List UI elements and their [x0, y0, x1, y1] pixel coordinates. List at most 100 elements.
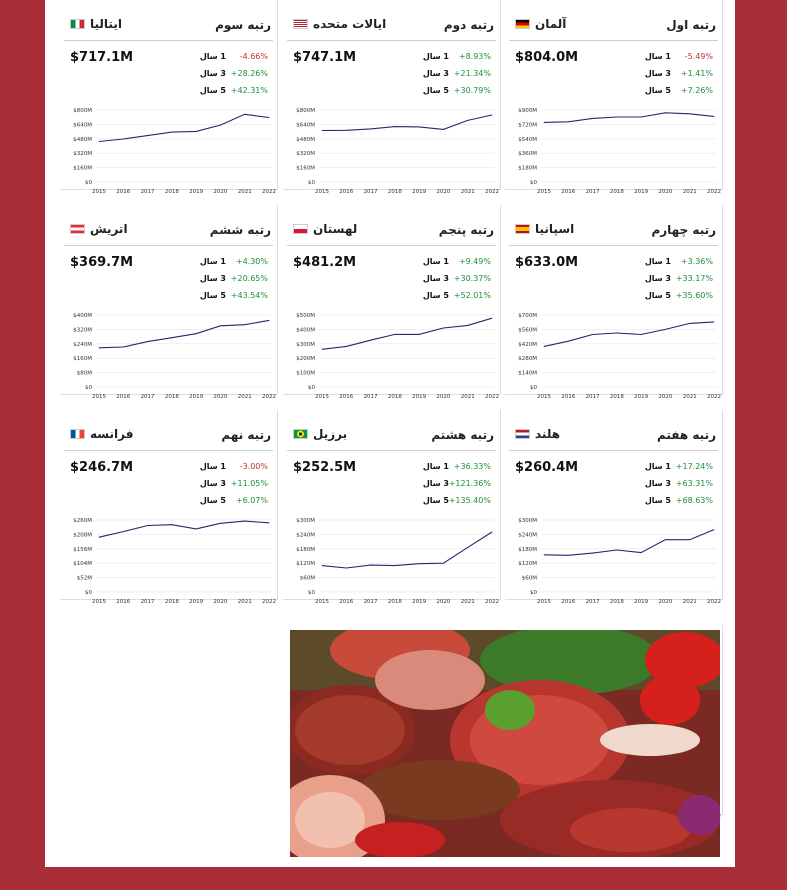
x-tick-label: 2015 — [537, 599, 551, 605]
change-percent: +35.60% — [675, 291, 713, 300]
x-tick-label: 2022 — [485, 189, 499, 195]
y-tick-label: $160M — [296, 166, 315, 172]
y-tick-label: $60M — [300, 576, 315, 582]
data-point — [640, 116, 642, 118]
data-point — [567, 554, 569, 556]
data-point — [171, 131, 173, 133]
x-tick-label: 2020 — [436, 599, 450, 605]
change-percent: +43.54% — [230, 291, 268, 300]
data-point — [122, 531, 124, 532]
country-card: رتبه پنجم لهستان $481.2M 1 سال +9.49% 3 سال +3… — [283, 205, 501, 400]
rank-label: رتبه هشتم — [431, 428, 494, 442]
y-tick-label: $120M — [296, 561, 315, 567]
data-point — [616, 332, 618, 334]
country-card: رتبه سوم ایتالیا $717.1M 1 سال -4.66% 3 سال +2… — [60, 0, 278, 195]
y-tick-label: $400M — [73, 313, 92, 319]
country-label: اسپانیا — [535, 222, 575, 236]
y-tick-label: $0 — [85, 385, 92, 391]
card-divider — [509, 450, 718, 451]
data-point — [592, 118, 593, 119]
change-percent: +30.79% — [453, 86, 491, 95]
card-divider — [509, 245, 718, 246]
period-label: 1 سال — [644, 257, 671, 266]
period-label: 1 سال — [422, 462, 449, 471]
data-point — [616, 549, 618, 551]
x-tick-label: 2021 — [238, 189, 252, 195]
y-tick-label: $480M — [73, 137, 92, 143]
country-label: ایتالیا — [90, 17, 122, 31]
data-point — [122, 346, 124, 348]
data-point — [713, 529, 715, 530]
flag-icon — [515, 19, 530, 29]
change-percent: +20.65% — [230, 274, 268, 283]
period-label: 5 سال — [422, 291, 449, 300]
y-tick-label: $420M — [518, 342, 537, 348]
flag-icon — [293, 224, 308, 234]
x-tick-label: 2017 — [586, 394, 600, 400]
card-divider — [64, 450, 273, 451]
y-tick-label: $360M — [518, 151, 537, 157]
data-point — [665, 539, 666, 541]
data-point — [220, 124, 221, 126]
y-tick-label: $240M — [73, 342, 92, 348]
series-line — [543, 321, 715, 347]
x-tick-label: 2016 — [116, 394, 130, 400]
country-label: اتریش — [90, 222, 128, 236]
infographic-sheet: رتبه اول آلمان $804.0M 1 سال -5.49% 3 سال +1.4… — [45, 0, 735, 867]
data-point — [171, 337, 173, 339]
series-line — [98, 319, 270, 349]
market-value: $804.0M — [515, 50, 579, 65]
x-tick-label: 2021 — [238, 599, 252, 605]
data-point — [268, 117, 270, 118]
data-point — [616, 116, 618, 118]
market-value: $252.5M — [293, 460, 357, 475]
data-point — [345, 129, 347, 131]
data-point — [689, 113, 691, 115]
y-tick-label: $720M — [518, 122, 537, 128]
country-label: ایالات متحده — [313, 17, 387, 31]
data-point — [147, 341, 148, 342]
period-label: 1 سال — [644, 52, 671, 61]
data-point — [592, 552, 593, 554]
data-point — [370, 339, 371, 341]
y-tick-label: $240M — [296, 532, 315, 538]
period-label: 5 سال — [199, 496, 226, 505]
y-tick-label: $800M — [296, 108, 315, 114]
period-label: 1 سال — [644, 462, 671, 471]
y-tick-label: $180M — [518, 166, 537, 172]
x-tick-label: 2019 — [412, 394, 426, 400]
x-tick-label: 2020 — [213, 189, 227, 195]
series-line — [543, 112, 715, 123]
change-percent: +30.37% — [453, 274, 491, 283]
x-tick-label: 2021 — [683, 394, 697, 400]
card-divider — [64, 245, 273, 246]
y-tick-label: $640M — [73, 122, 92, 128]
y-tick-label: $60M — [522, 576, 537, 582]
x-tick-label: 2016 — [339, 189, 353, 195]
flag-icon — [70, 19, 85, 29]
y-tick-label: $208M — [73, 532, 92, 538]
change-percent: +121.36% — [448, 479, 491, 488]
y-tick-label: $900M — [518, 108, 537, 114]
y-tick-label: $0 — [530, 180, 537, 186]
data-point — [443, 327, 444, 329]
data-point — [195, 131, 197, 132]
y-tick-label: $200M — [296, 356, 315, 362]
series-line — [321, 317, 493, 350]
flag-icon — [70, 429, 85, 439]
period-label: 1 سال — [422, 257, 449, 266]
y-tick-label: $400M — [296, 327, 315, 333]
change-percent: +11.05% — [230, 479, 268, 488]
x-tick-label: 2019 — [412, 189, 426, 195]
country-card: رتبه دوم ایالات متحده $747.1M 1 سال +8.93% 3 … — [283, 0, 501, 195]
x-tick-label: 2018 — [165, 599, 179, 605]
x-tick-label: 2017 — [141, 394, 155, 400]
period-label: 5 سال — [644, 86, 671, 95]
data-point — [98, 347, 100, 349]
x-tick-label: 2022 — [485, 599, 499, 605]
change-percent: +42.31% — [230, 86, 268, 95]
change-percent: +9.49% — [458, 257, 491, 266]
period-label: 3 سال — [199, 274, 226, 283]
